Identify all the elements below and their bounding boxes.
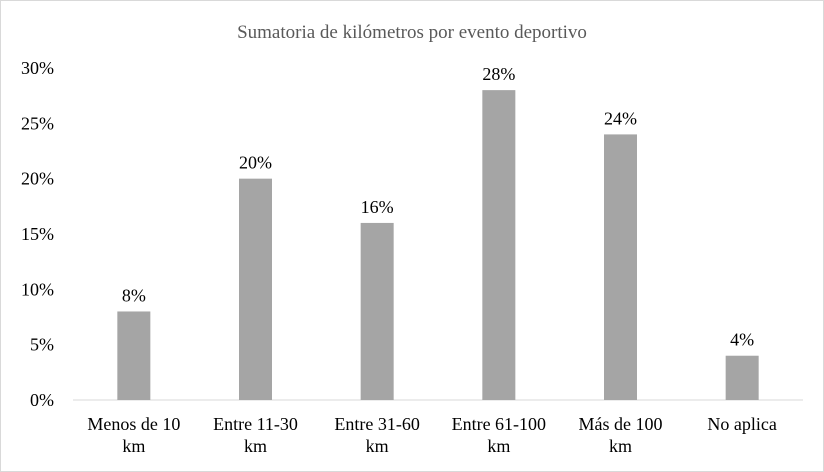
data-label: 20% [239,153,272,173]
y-tick-label: 15% [21,224,54,244]
data-label: 16% [361,197,394,217]
x-tick-label: Entre 11-30 [213,414,298,434]
y-tick-label: 20% [21,169,54,189]
y-tick-label: 30% [21,58,54,78]
x-tick-label: Entre 61-100 [452,414,546,434]
data-label: 28% [482,64,515,84]
y-tick-label: 0% [30,390,54,410]
x-tick-label: Entre 31-60 [334,414,419,434]
y-tick-label: 10% [21,279,54,299]
x-tick-label: km [122,436,145,456]
x-tick-label: km [366,436,389,456]
y-tick-label: 5% [30,335,54,355]
bar [604,134,637,400]
bars [117,90,759,400]
x-tick-label: km [244,436,267,456]
bar [482,90,516,400]
data-label: 8% [122,285,146,305]
bar [360,222,394,400]
x-tick-label: No aplica [707,414,776,434]
data-label: 24% [604,108,637,128]
bar [239,178,272,400]
y-axis-ticks: 0% 5% 10% 15% 20% 25% 30% [21,58,54,410]
chart-title: Sumatoria de kilómetros por evento depor… [237,22,587,43]
x-tick-label: Menos de 10 [87,414,180,434]
x-tick-label: Más de 100 [579,414,663,434]
x-tick-label: km [609,436,632,456]
bar [725,355,759,400]
y-tick-label: 25% [21,113,54,133]
data-labels: 8% 20% 16% 28% 24% 4% [122,64,754,350]
x-tick-label: km [487,436,510,456]
bar [117,311,151,400]
data-label: 4% [730,330,754,350]
